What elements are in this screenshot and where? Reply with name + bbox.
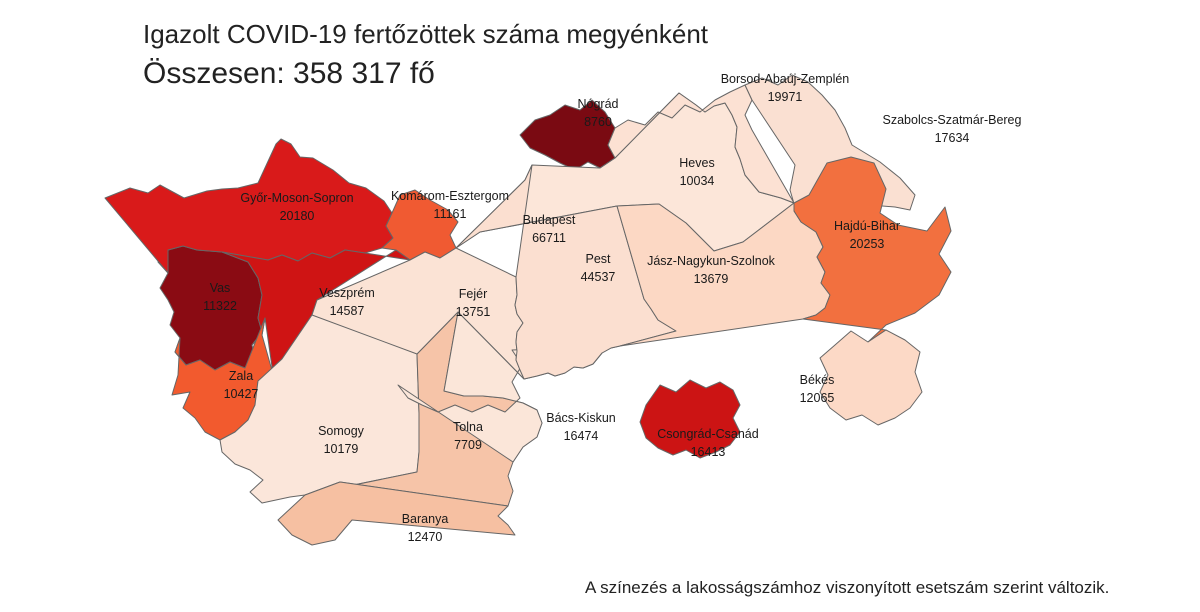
svg-text:Komárom-Esztergom: Komárom-Esztergom [391, 189, 509, 203]
svg-text:Zala: Zala [229, 369, 253, 383]
svg-text:Békés: Békés [800, 373, 835, 387]
svg-text:Vas: Vas [210, 281, 231, 295]
svg-text:10427: 10427 [224, 387, 259, 401]
svg-text:17634: 17634 [935, 131, 970, 145]
svg-text:Pest: Pest [585, 252, 611, 266]
svg-text:Baranya: Baranya [402, 512, 449, 526]
svg-text:Heves: Heves [679, 156, 714, 170]
svg-text:13679: 13679 [694, 272, 729, 286]
svg-text:13751: 13751 [456, 305, 491, 319]
svg-text:Szabolcs-Szatmár-Bereg: Szabolcs-Szatmár-Bereg [883, 113, 1022, 127]
svg-text:Győr-Moson-Sopron: Győr-Moson-Sopron [240, 191, 353, 205]
svg-text:10034: 10034 [680, 174, 715, 188]
svg-text:Fejér: Fejér [459, 287, 487, 301]
svg-text:Hajdú-Bihar: Hajdú-Bihar [834, 219, 900, 233]
svg-text:Veszprém: Veszprém [319, 286, 375, 300]
svg-text:12065: 12065 [800, 391, 835, 405]
svg-text:12470: 12470 [408, 530, 443, 544]
svg-text:Somogy: Somogy [318, 424, 365, 438]
svg-text:10179: 10179 [324, 442, 359, 456]
svg-text:11161: 11161 [434, 207, 467, 221]
svg-text:Borsod-Abaúj-Zemplén: Borsod-Abaúj-Zemplén [721, 72, 850, 86]
svg-text:19971: 19971 [768, 90, 803, 104]
svg-text:Tolna: Tolna [453, 420, 483, 434]
svg-text:14587: 14587 [330, 304, 365, 318]
svg-text:8760: 8760 [584, 115, 612, 129]
svg-text:Budapest: Budapest [523, 213, 576, 227]
svg-text:16474: 16474 [564, 429, 599, 443]
svg-text:Jász-Nagykun-Szolnok: Jász-Nagykun-Szolnok [647, 254, 776, 268]
svg-text:Nógrád: Nógrád [578, 97, 619, 111]
svg-text:Bács-Kiskun: Bács-Kiskun [546, 411, 616, 425]
svg-text:20253: 20253 [850, 237, 885, 251]
svg-text:66711: 66711 [532, 231, 566, 245]
svg-text:16413: 16413 [691, 445, 726, 459]
svg-text:11322: 11322 [203, 299, 237, 313]
svg-text:7709: 7709 [454, 438, 482, 452]
svg-text:Csongrád-Csanád: Csongrád-Csanád [657, 427, 758, 441]
svg-text:44537: 44537 [581, 270, 616, 284]
svg-text:20180: 20180 [280, 209, 315, 223]
